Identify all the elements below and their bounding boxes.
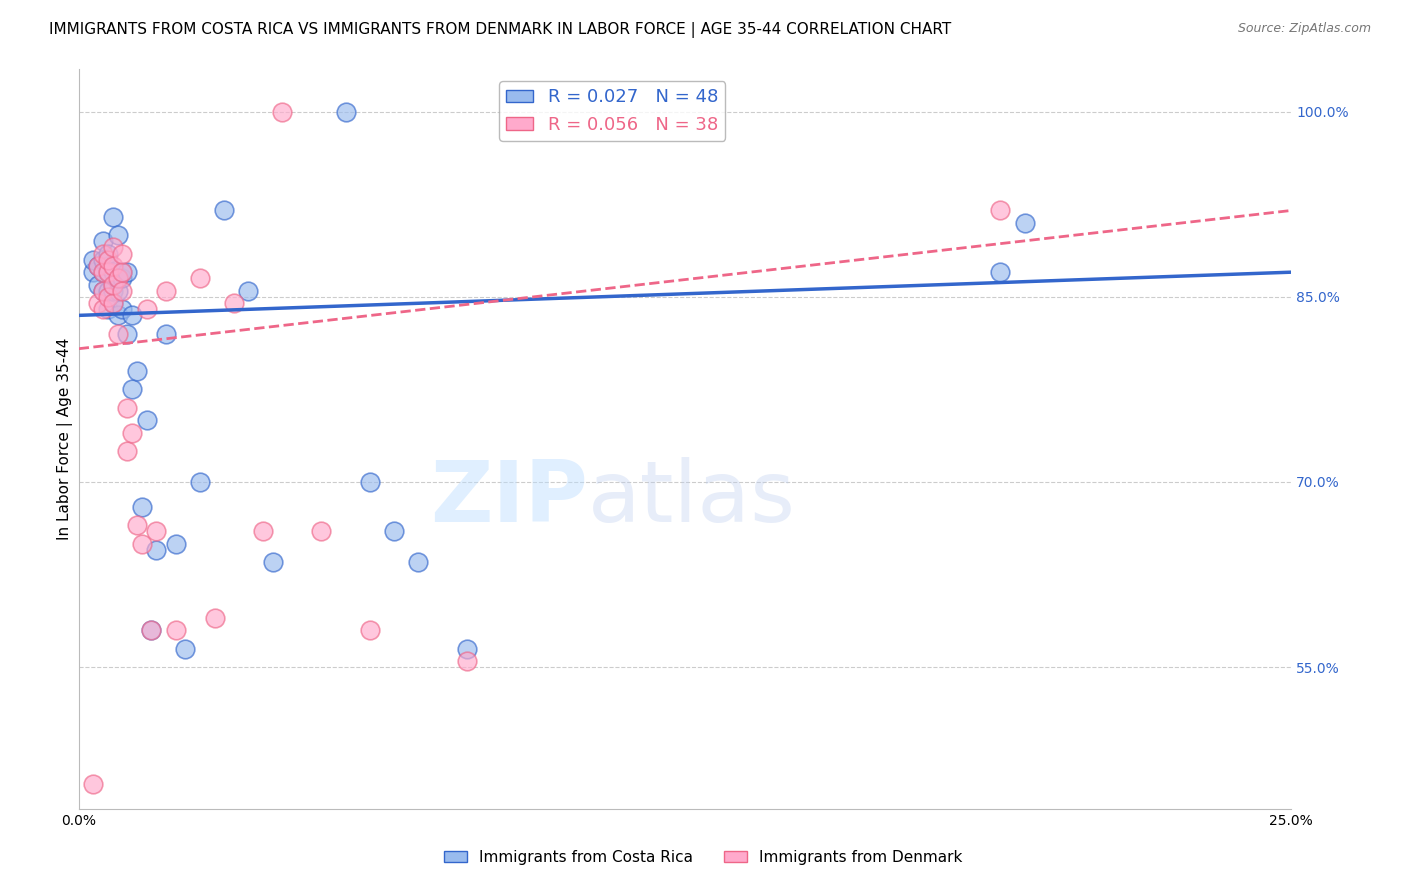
Text: Source: ZipAtlas.com: Source: ZipAtlas.com [1237,22,1371,36]
Point [988,265,1011,279]
Point [115,265,138,279]
Point [135,302,157,317]
Point [141,623,163,637]
Point [188,475,211,489]
Point [107,284,129,298]
Point [91,235,114,249]
Point [188,271,211,285]
Point [145,542,167,557]
Point [145,524,167,539]
Point [135,413,157,427]
Point [111,302,134,317]
Point [111,284,134,298]
Point [111,246,134,260]
Point [82,265,104,279]
Point [155,284,177,298]
Point [87,259,110,273]
Point [101,284,124,298]
Point [97,302,120,317]
Point [131,537,153,551]
Point [97,265,120,279]
Text: ZIP: ZIP [430,457,588,540]
Point [107,271,129,285]
Point [121,383,143,397]
Text: atlas: atlas [588,457,796,540]
Point [91,265,114,279]
Point [101,259,124,273]
Point [82,777,104,791]
Point [87,296,110,310]
Point [359,623,381,637]
Point [107,326,129,341]
Point [97,284,120,298]
Point [165,537,187,551]
Y-axis label: In Labor Force | Age 35-44: In Labor Force | Age 35-44 [58,337,73,540]
Point [988,203,1011,218]
Point [121,425,143,440]
Point [174,641,197,656]
Point [382,524,405,539]
Point [262,555,284,569]
Point [97,259,120,273]
Point [101,277,124,292]
Point [252,524,274,539]
Point [456,654,478,668]
Point [125,364,148,378]
Point [125,518,148,533]
Point [101,296,124,310]
Point [359,475,381,489]
Point [101,240,124,254]
Point [97,246,120,260]
Point [97,252,120,267]
Point [107,309,129,323]
Point [155,326,177,341]
Point [91,284,114,298]
Point [97,265,120,279]
Point [141,623,163,637]
Point [406,555,429,569]
Point [111,271,134,285]
Point [87,277,110,292]
Point [97,290,120,304]
Text: IMMIGRANTS FROM COSTA RICA VS IMMIGRANTS FROM DENMARK IN LABOR FORCE | AGE 35-44: IMMIGRANTS FROM COSTA RICA VS IMMIGRANTS… [49,22,952,38]
Point [107,228,129,243]
Point [131,500,153,514]
Point [238,284,260,298]
Legend: R = 0.027   N = 48, R = 0.056   N = 38: R = 0.027 N = 48, R = 0.056 N = 38 [499,81,725,141]
Point [204,611,226,625]
Point [91,246,114,260]
Point [115,326,138,341]
Point [111,265,134,279]
Point [87,259,110,273]
Point [91,302,114,317]
Point [101,265,124,279]
Point [309,524,332,539]
Point [222,296,245,310]
Point [121,309,143,323]
Point [91,265,114,279]
Point [91,284,114,298]
Point [101,210,124,224]
Point [456,641,478,656]
Point [165,623,187,637]
Point [115,401,138,415]
Point [101,296,124,310]
Point [335,104,357,119]
Point [115,444,138,458]
Point [101,277,124,292]
Point [1014,216,1036,230]
Point [212,203,235,218]
Point [91,252,114,267]
Point [111,265,134,279]
Point [107,271,129,285]
Legend: Immigrants from Costa Rica, Immigrants from Denmark: Immigrants from Costa Rica, Immigrants f… [437,844,969,871]
Point [271,104,294,119]
Point [82,252,104,267]
